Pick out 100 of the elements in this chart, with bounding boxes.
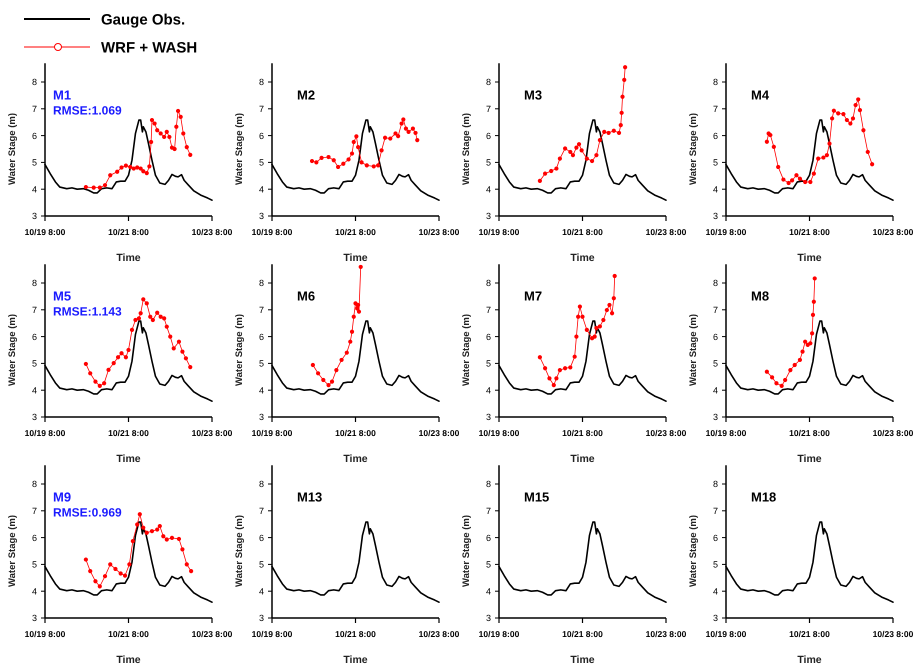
y-axis-title: Water Stage (m): [688, 515, 699, 587]
y-axis-title: Water Stage (m): [461, 314, 472, 386]
x-tick-label: 10/19 8:00: [706, 629, 747, 639]
y-tick-label: 6: [32, 532, 37, 543]
x-tick-label: 10/21 8:00: [789, 428, 830, 438]
y-tick-label: 5: [486, 158, 491, 168]
point: [98, 384, 102, 388]
y-tick-label: 5: [486, 358, 491, 369]
text: M7: [524, 288, 542, 304]
point: [102, 381, 106, 386]
y-axis-title: Water Stage (m): [461, 113, 472, 185]
y-tick-label: 7: [712, 304, 718, 315]
x-tick-label: 10/19 8:00: [478, 227, 520, 237]
y-tick-label: 6: [486, 130, 491, 141]
point: [176, 536, 182, 542]
y-tick-label: 3: [32, 412, 37, 422]
x-tick-label: 10/19 8:00: [24, 629, 66, 639]
x-tick-label: 10/19 8:00: [706, 428, 747, 438]
x-tick-label: 10/19 8:00: [252, 227, 293, 237]
point: [188, 365, 192, 370]
point: [150, 529, 154, 534]
y-tick-label: 4: [712, 586, 718, 596]
y-tick-label: 7: [712, 104, 718, 114]
y-tick-label: 5: [712, 158, 718, 168]
y-tick-label: 7: [258, 304, 264, 315]
y-tick-label: 8: [486, 77, 491, 88]
x-tick-label: 10/23 8:00: [646, 227, 687, 237]
x-axis-title: Time: [116, 453, 141, 465]
point: [148, 314, 152, 319]
text: M6: [297, 288, 316, 304]
point: [102, 574, 108, 578]
y-tick-label: 7: [486, 304, 491, 315]
y-tick-label: 7: [258, 104, 264, 114]
y-tick-label: 5: [486, 560, 491, 570]
point: [158, 314, 163, 319]
text: M9: [53, 489, 72, 504]
x-tick-label: 10/19 8:00: [24, 227, 66, 237]
x-axis-title: Time: [570, 654, 595, 666]
y-tick-label: 6: [258, 532, 264, 543]
y-tick-label: 5: [258, 560, 264, 570]
point: [138, 512, 142, 516]
y-tick-label: 8: [32, 479, 37, 490]
point: [155, 527, 160, 532]
y-tick-label: 5: [258, 358, 264, 369]
y-tick-label: 8: [258, 278, 264, 288]
x-tick-label: 10/19 8:00: [706, 227, 747, 237]
y-tick-label: 5: [32, 158, 37, 168]
y-tick-label: 4: [258, 184, 264, 194]
y-tick-label: 7: [32, 304, 37, 315]
legend-label: WRF + WASH: [101, 39, 198, 56]
y-tick-label: 6: [486, 532, 491, 543]
y-tick-label: 3: [32, 211, 37, 222]
point: [141, 297, 146, 302]
x-tick-label: 10/21 8:00: [562, 227, 604, 237]
point: [180, 547, 185, 552]
y-tick-label: 8: [712, 479, 718, 490]
x-tick-label: 10/23 8:00: [418, 428, 460, 438]
y-axis-title: Water Stage (m): [234, 314, 245, 386]
point: [155, 310, 160, 315]
x-tick-label: 10/23 8:00: [192, 629, 233, 639]
y-tick-label: 3: [712, 412, 718, 422]
y-tick-label: 6: [712, 130, 718, 141]
x-tick-label: 10/23 8:00: [192, 227, 233, 237]
y-tick-label: 8: [32, 278, 37, 288]
point: [88, 569, 92, 574]
y-tick-label: 6: [32, 332, 37, 342]
y-tick-label: 3: [486, 613, 491, 624]
x-tick-label: 10/21 8:00: [108, 227, 150, 237]
text: M18: [751, 489, 776, 504]
y-tick-label: 8: [486, 479, 491, 490]
y-tick-label: 4: [712, 385, 718, 396]
y-axis-title: Water Stage (m): [7, 113, 18, 185]
y-tick-label: 7: [258, 506, 264, 516]
point: [98, 584, 102, 588]
x-tick-label: 10/19 8:00: [478, 629, 520, 639]
x-tick-label: 10/19 8:00: [478, 428, 520, 438]
y-tick-label: 4: [486, 586, 491, 596]
x-axis-title: Time: [116, 252, 141, 264]
x-tick-label: 10/23 8:00: [646, 629, 687, 639]
x-tick-label: 10/21 8:00: [789, 629, 830, 639]
point: [84, 557, 88, 562]
y-tick-label: 3: [486, 412, 491, 422]
point: [176, 340, 182, 344]
y-tick-label: 3: [32, 613, 37, 624]
y-tick-label: 7: [32, 506, 37, 516]
x-tick-label: 10/21 8:00: [335, 629, 376, 639]
point: [93, 579, 98, 584]
point: [150, 318, 155, 322]
x-tick-label: 10/21 8:00: [108, 629, 150, 639]
y-tick-label: 8: [486, 278, 491, 288]
point: [184, 562, 189, 566]
x-tick-label: 10/21 8:00: [789, 227, 830, 237]
x-axis-title: Time: [343, 252, 368, 264]
point: [172, 346, 176, 350]
y-tick-label: 3: [258, 412, 264, 422]
text: M2: [297, 87, 316, 102]
text: RMSE:0.969: [53, 505, 122, 520]
x-tick-label: 10/23 8:00: [872, 227, 914, 237]
y-tick-label: 8: [258, 77, 264, 88]
y-axis-title: Water Stage (m): [234, 113, 245, 185]
